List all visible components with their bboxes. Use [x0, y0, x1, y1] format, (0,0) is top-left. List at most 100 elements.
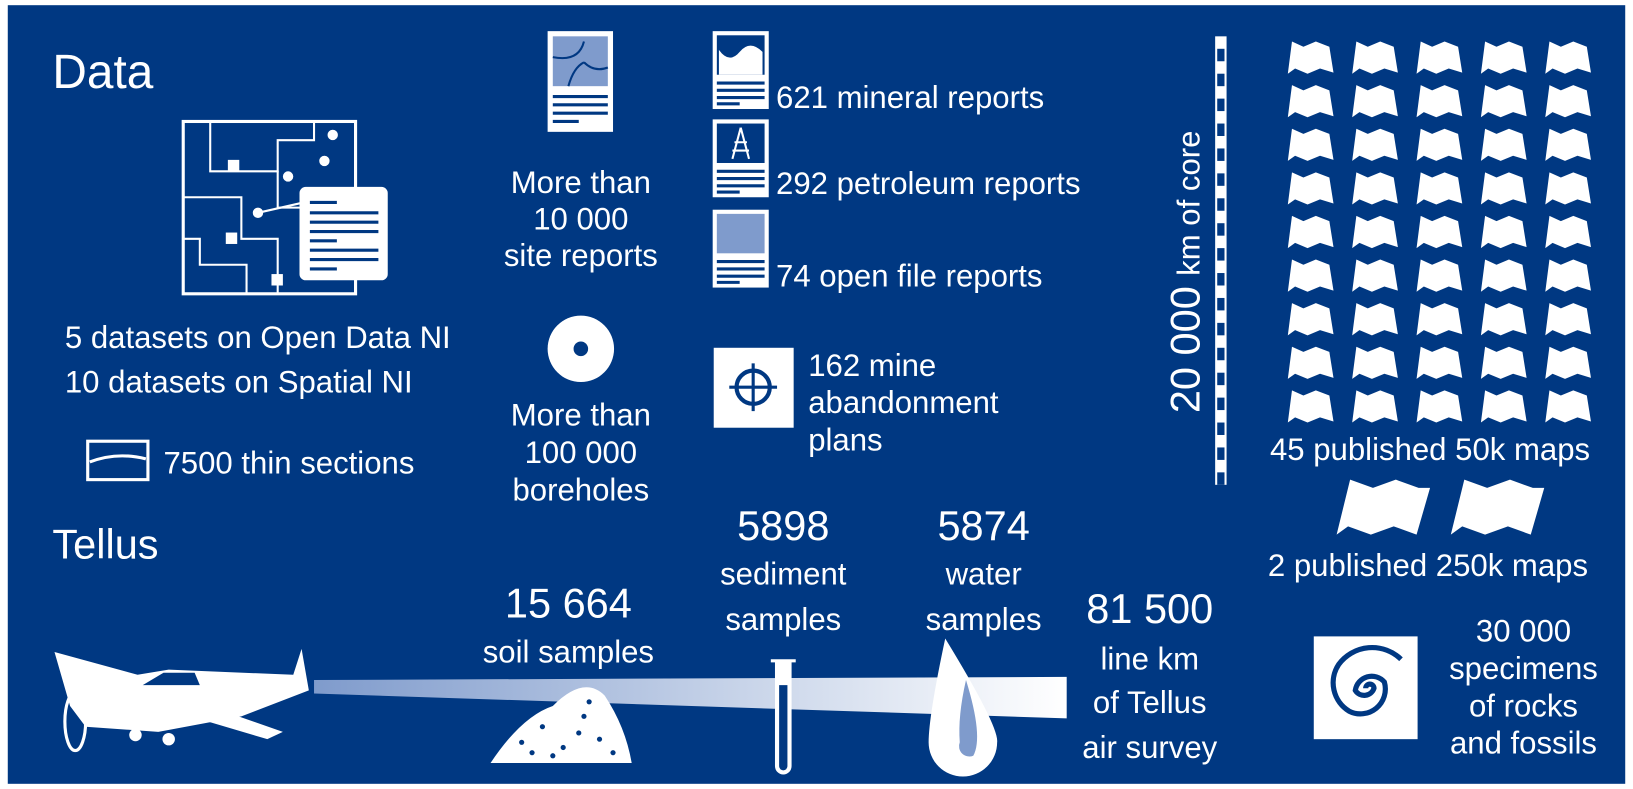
- site-report-icon: [547, 31, 614, 132]
- map-icon: [1545, 346, 1591, 379]
- map-icon: [1352, 346, 1398, 379]
- core-stripe: [1217, 48, 1225, 62]
- survey-beam: [314, 676, 1067, 719]
- map-icon: [1545, 41, 1591, 74]
- core-bar: [1215, 36, 1227, 485]
- map-icon: [1416, 303, 1463, 336]
- map-icon: [1545, 172, 1591, 205]
- core-stripe: [1217, 273, 1225, 286]
- map-icon: [1287, 303, 1334, 336]
- map-icon: [1287, 128, 1334, 161]
- map-icon: [1416, 172, 1463, 205]
- sediment-label: sediment: [720, 556, 847, 591]
- section-title: Data: [52, 46, 153, 99]
- map-icon: [1287, 346, 1334, 379]
- specimens-line: and fossils: [1450, 726, 1597, 761]
- core-stripe: [1217, 123, 1225, 136]
- core-stripe: [1217, 173, 1225, 186]
- mine-line: plans: [808, 423, 882, 458]
- map-icon: [1545, 259, 1591, 292]
- specimens-line: 30 000: [1476, 614, 1571, 649]
- map-icon: [1545, 85, 1591, 118]
- map-icon: [1287, 259, 1334, 292]
- dataset-line: 5 datasets on Open Data NI: [65, 320, 451, 355]
- core-stripe: [1217, 372, 1225, 386]
- core-stripe: [1217, 198, 1225, 211]
- water-label: samples: [926, 602, 1042, 637]
- report-line: 621 mineral reports: [776, 80, 1044, 115]
- map-icon: [1480, 259, 1527, 292]
- report-art: [718, 45, 763, 75]
- report-art: [731, 127, 751, 160]
- sediment-number: 5898: [737, 502, 829, 549]
- soil-icon: [490, 687, 632, 764]
- report-icons: [712, 31, 769, 288]
- map-icon: [1545, 390, 1591, 423]
- map-icon: [1287, 85, 1334, 118]
- map-icon: [1352, 390, 1398, 423]
- fossil-icon: [1313, 636, 1418, 740]
- test-tube-icon: [770, 659, 796, 775]
- core-stripe: [1217, 322, 1225, 336]
- air-label: air survey: [1082, 730, 1217, 765]
- core-stripe: [1217, 223, 1225, 236]
- map-icon: [1480, 346, 1527, 379]
- map-icon: [1480, 41, 1527, 74]
- report-line: 74 open file reports: [776, 259, 1042, 294]
- core-stripe: [1217, 422, 1225, 435]
- map-icon: [1480, 215, 1527, 249]
- core-label: 20 000 km of core: [1162, 131, 1209, 414]
- soil-number: 15 664: [505, 580, 632, 627]
- map-icon: [1352, 172, 1398, 205]
- report-picture: [716, 213, 765, 254]
- boreholes-line: 100 000: [525, 435, 638, 470]
- core-text: km of core: [1172, 131, 1207, 276]
- air-label: of Tellus: [1093, 685, 1207, 720]
- map-icon: [1416, 41, 1463, 74]
- plane-icon: [54, 648, 309, 753]
- core-stripe: [1217, 73, 1225, 87]
- maps-250k: 2 published 250k maps: [1268, 548, 1588, 583]
- report-line: 292 petroleum reports: [776, 166, 1081, 201]
- site-reports-line: 10 000: [533, 201, 628, 236]
- section-title: Tellus: [52, 521, 158, 568]
- dataset-line: 10 datasets on Spatial NI: [65, 364, 413, 399]
- core-stripe: [1217, 472, 1225, 485]
- map-icon: [1416, 215, 1463, 249]
- water-label: water: [945, 556, 1022, 591]
- water-number: 5874: [937, 502, 1029, 549]
- map-icon: [1416, 259, 1463, 292]
- borehole-hole: [573, 341, 589, 357]
- core-stripe: [1217, 248, 1225, 261]
- map-icon: [1352, 215, 1398, 249]
- map-icon: [1545, 215, 1591, 249]
- map-icon: [1352, 259, 1398, 292]
- map-icon: [1352, 128, 1398, 161]
- core-stripe: [1217, 297, 1225, 311]
- site-reports-line: site reports: [504, 238, 658, 273]
- map-icon: [1416, 390, 1463, 423]
- core-stripe: [1217, 98, 1225, 112]
- map-icon: [1287, 215, 1334, 249]
- map-icon: [1352, 41, 1398, 74]
- map-icon: [1287, 390, 1334, 423]
- core-stripe: [1217, 397, 1225, 411]
- thin-sections: 7500 thin sections: [163, 445, 414, 480]
- thin-section-icon: [86, 439, 150, 482]
- map-icon: [181, 119, 388, 296]
- map-icon: [1480, 172, 1527, 205]
- mine-icon: [713, 347, 794, 428]
- map-icon: [1480, 128, 1527, 161]
- core-stripe: [1217, 347, 1225, 361]
- air-label: line km: [1100, 642, 1199, 677]
- map-icon: [1287, 172, 1334, 205]
- map-icon: [1416, 128, 1463, 161]
- large-map-icons: [1336, 479, 1545, 535]
- map-icon: [1416, 85, 1463, 118]
- core-number: 20 000: [1162, 286, 1209, 413]
- boreholes-line: More than: [511, 398, 651, 433]
- core-stripe: [1217, 447, 1225, 460]
- site-reports-line: More than: [511, 165, 651, 200]
- map-icon: [1480, 303, 1527, 336]
